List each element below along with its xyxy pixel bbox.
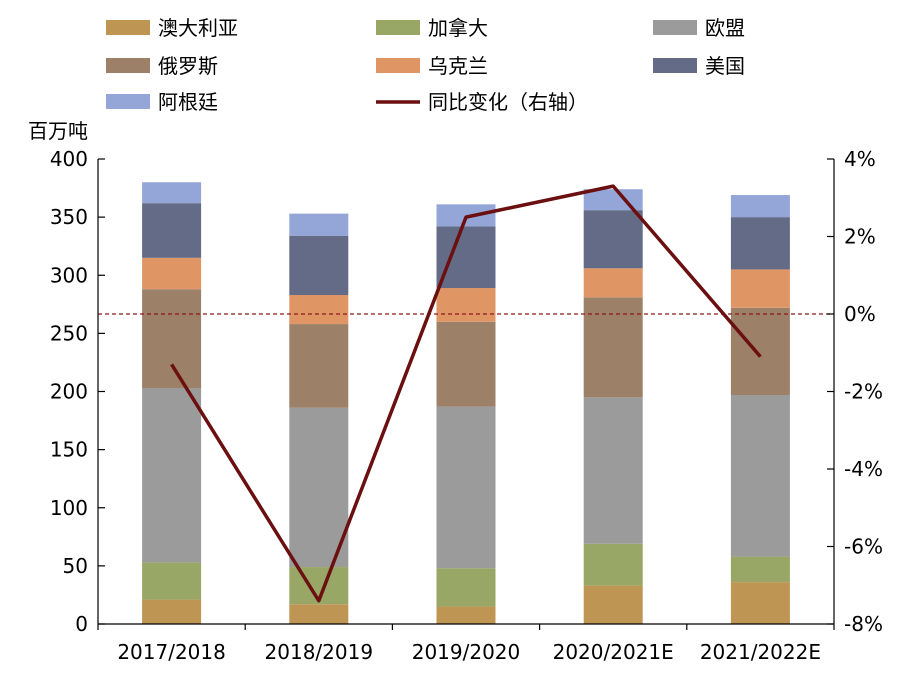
bar-segment xyxy=(730,556,790,583)
bar-segment xyxy=(730,394,790,557)
y-tick-label: 150 xyxy=(50,438,88,462)
y-tick-label: 0 xyxy=(75,612,88,636)
bar-segment xyxy=(730,269,790,308)
legend-label: 阿根廷 xyxy=(158,90,218,114)
y-tick-label: 350 xyxy=(50,205,88,229)
bar-segment xyxy=(289,213,349,236)
legend-swatch xyxy=(106,20,150,35)
bar-segment xyxy=(583,189,643,211)
legend-swatch xyxy=(106,58,150,73)
x-tick-label: 2018/2019 xyxy=(265,640,374,664)
bar-segment xyxy=(730,582,790,624)
x-tick-label: 2021/2022E xyxy=(700,640,821,664)
bar-segment xyxy=(730,307,790,395)
legend-swatch xyxy=(376,58,420,73)
legend-label: 澳大利亚 xyxy=(158,16,238,40)
legend-label: 乌克兰 xyxy=(428,54,488,78)
x-tick-label: 2017/2018 xyxy=(117,640,226,664)
y-tick-label: 250 xyxy=(50,321,88,345)
bar-segment xyxy=(436,606,496,624)
y2-tick-label: 2% xyxy=(844,225,876,249)
bar-segment xyxy=(583,210,643,269)
bar-segment xyxy=(583,268,643,298)
bar-segment xyxy=(289,235,349,296)
bar-segment xyxy=(436,406,496,569)
y2-tick-label: -8% xyxy=(844,612,883,636)
axes: 0 50 100 150 200 250 300 350 400 -8% -6% -4% -2% 0% 2%… xyxy=(50,147,883,664)
legend-swatch xyxy=(653,58,697,73)
bar-segment xyxy=(142,562,202,600)
bar-segment xyxy=(436,226,496,289)
y-axis-label: 百万吨 xyxy=(28,119,88,143)
y-tick-label: 400 xyxy=(50,147,88,171)
bar-segment xyxy=(583,585,643,624)
bar-segment xyxy=(289,407,349,568)
plot-area xyxy=(98,182,834,624)
bar-segment xyxy=(583,397,643,544)
bar-segment xyxy=(436,288,496,322)
bar-segment xyxy=(730,217,790,270)
legend-swatch xyxy=(376,20,420,35)
bar-segment xyxy=(142,289,202,389)
bar-segment xyxy=(730,195,790,218)
bar-segment xyxy=(583,543,643,586)
bar-segment xyxy=(142,257,202,290)
bar-segment xyxy=(436,321,496,407)
legend-swatch xyxy=(653,20,697,35)
y2-tick-label: -2% xyxy=(844,380,883,404)
y-tick-label: 200 xyxy=(50,380,88,404)
legend-swatch xyxy=(106,94,150,109)
legend-label: 美国 xyxy=(705,54,745,78)
bar-segment xyxy=(289,604,349,624)
bar-segment xyxy=(142,388,202,563)
bar-segment xyxy=(289,295,349,325)
bar-segment xyxy=(289,324,349,408)
y2-tick-label: 0% xyxy=(844,302,876,326)
legend-label: 加拿大 xyxy=(428,16,488,40)
y2-tick-label: -4% xyxy=(844,457,883,481)
y-tick-label: 50 xyxy=(63,554,88,578)
y2-tick-label: -6% xyxy=(844,535,883,559)
bar-segment xyxy=(142,599,202,624)
bar-segment xyxy=(436,568,496,607)
legend-label: 同比变化（右轴） xyxy=(428,90,588,114)
bar-segment xyxy=(142,182,202,204)
y-tick-label: 100 xyxy=(50,496,88,520)
bar-segment xyxy=(142,203,202,258)
legend-label: 欧盟 xyxy=(705,16,745,40)
legend-label: 俄罗斯 xyxy=(158,54,218,78)
bar-segment xyxy=(583,297,643,398)
y-tick-label: 300 xyxy=(50,263,88,287)
y2-tick-label: 4% xyxy=(844,147,876,171)
x-tick-label: 2020/2021E xyxy=(553,640,674,664)
x-tick-label: 2019/2020 xyxy=(412,640,521,664)
